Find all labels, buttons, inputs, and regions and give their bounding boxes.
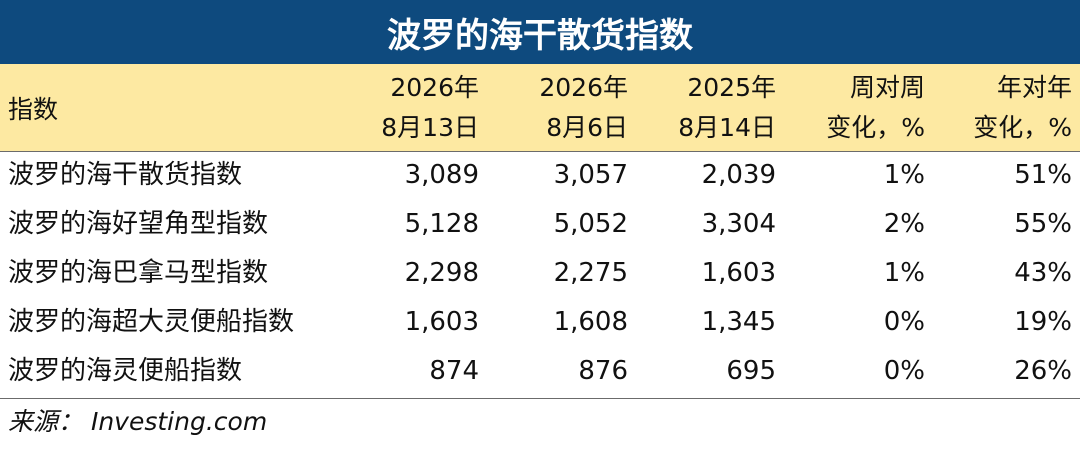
table-row: 波罗的海好望角型指数 5,128 5,052 3,304 2% 55% bbox=[0, 200, 1080, 249]
header-col-3: 2025年 8月14日 bbox=[678, 64, 776, 155]
row-value-col-1: 1,603 bbox=[404, 307, 479, 337]
table-row: 波罗的海干散货指数 3,089 3,057 2,039 1% 51% bbox=[0, 151, 1080, 200]
table-title: 波罗的海干散货指数 bbox=[0, 0, 1080, 64]
row-wow-change: 2% bbox=[883, 209, 925, 239]
header-col-1-line1: 2026年 bbox=[390, 73, 479, 102]
header-col-wow-line2: 变化，% bbox=[826, 113, 925, 142]
header-index-name: 指数 bbox=[8, 94, 59, 124]
row-yoy-change: 19% bbox=[1014, 307, 1072, 337]
header-col-yoy: 年对年 变化，% bbox=[973, 64, 1072, 155]
row-value-col-3: 3,304 bbox=[701, 209, 776, 239]
row-wow-change: 0% bbox=[883, 356, 925, 386]
row-value-col-3: 1,345 bbox=[701, 307, 776, 337]
header-col-yoy-line1: 年对年 bbox=[996, 73, 1072, 102]
row-wow-change: 1% bbox=[883, 160, 925, 190]
header-col-3-line1: 2025年 bbox=[687, 73, 776, 102]
row-wow-change: 0% bbox=[883, 307, 925, 337]
header-col-2-line2: 8月6日 bbox=[546, 113, 628, 142]
table-row: 波罗的海超大灵便船指数 1,603 1,608 1,345 0% 19% bbox=[0, 298, 1080, 347]
row-index-name: 波罗的海好望角型指数 bbox=[8, 209, 269, 239]
header-col-wow: 周对周 变化，% bbox=[826, 64, 925, 155]
header-col-2-line1: 2026年 bbox=[539, 73, 628, 102]
header-col-3-line2: 8月14日 bbox=[678, 113, 776, 142]
header-col-1-line2: 8月13日 bbox=[381, 113, 479, 142]
row-value-col-2: 5,052 bbox=[553, 209, 628, 239]
row-value-col-2: 876 bbox=[578, 356, 628, 386]
header-col-1: 2026年 8月13日 bbox=[381, 64, 479, 155]
row-yoy-change: 26% bbox=[1014, 356, 1072, 386]
source-note: 来源： Investing.com bbox=[8, 407, 268, 436]
row-value-col-3: 695 bbox=[726, 356, 776, 386]
row-index-name: 波罗的海灵便船指数 bbox=[8, 356, 243, 386]
row-value-col-2: 3,057 bbox=[553, 160, 628, 190]
row-value-col-2: 1,608 bbox=[553, 307, 628, 337]
row-yoy-change: 43% bbox=[1014, 258, 1072, 288]
row-value-col-1: 874 bbox=[429, 356, 479, 386]
row-wow-change: 1% bbox=[883, 258, 925, 288]
row-value-col-2: 2,275 bbox=[553, 258, 628, 288]
row-value-col-3: 1,603 bbox=[701, 258, 776, 288]
table-header: 指数 2026年 8月13日 2026年 8月6日 2025年 8月14日 周对… bbox=[0, 64, 1080, 152]
row-yoy-change: 55% bbox=[1014, 209, 1072, 239]
table-bottom-divider bbox=[0, 398, 1080, 399]
header-col-wow-line1: 周对周 bbox=[849, 73, 925, 102]
row-index-name: 波罗的海巴拿马型指数 bbox=[8, 258, 269, 288]
table-row: 波罗的海巴拿马型指数 2,298 2,275 1,603 1% 43% bbox=[0, 249, 1080, 298]
row-value-col-1: 5,128 bbox=[404, 209, 479, 239]
row-value-col-1: 2,298 bbox=[404, 258, 479, 288]
row-index-name: 波罗的海超大灵便船指数 bbox=[8, 307, 295, 337]
table-row: 波罗的海灵便船指数 874 876 695 0% 26% bbox=[0, 347, 1080, 396]
row-value-col-3: 2,039 bbox=[701, 160, 776, 190]
row-value-col-1: 3,089 bbox=[404, 160, 479, 190]
header-col-yoy-line2: 变化，% bbox=[973, 113, 1072, 142]
header-col-2: 2026年 8月6日 bbox=[539, 64, 628, 155]
row-yoy-change: 51% bbox=[1014, 160, 1072, 190]
row-index-name: 波罗的海干散货指数 bbox=[8, 160, 243, 190]
